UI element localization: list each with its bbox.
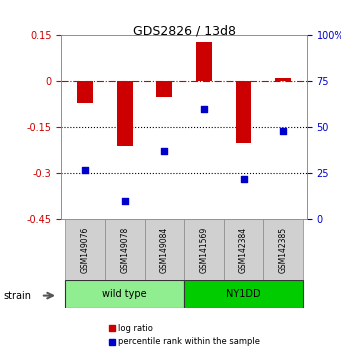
Text: GSM142384: GSM142384	[239, 227, 248, 273]
FancyBboxPatch shape	[184, 219, 224, 280]
Text: GSM149084: GSM149084	[160, 227, 169, 273]
FancyBboxPatch shape	[263, 219, 303, 280]
Point	[122, 198, 128, 204]
Text: GDS2826 / 13d8: GDS2826 / 13d8	[133, 25, 236, 38]
Text: GSM142385: GSM142385	[279, 227, 288, 273]
FancyBboxPatch shape	[224, 219, 263, 280]
Point	[280, 128, 286, 134]
Text: GSM149078: GSM149078	[120, 227, 129, 273]
Point	[83, 167, 88, 173]
Bar	[77, 81, 93, 103]
Point	[162, 149, 167, 154]
Text: strain: strain	[3, 291, 31, 301]
Text: wild type: wild type	[102, 289, 147, 299]
FancyBboxPatch shape	[145, 219, 184, 280]
FancyBboxPatch shape	[184, 280, 303, 308]
Text: NY1DD: NY1DD	[226, 289, 261, 299]
FancyBboxPatch shape	[65, 280, 184, 308]
Point	[201, 106, 207, 112]
Point	[241, 176, 246, 182]
Legend: log ratio, percentile rank within the sample: log ratio, percentile rank within the sa…	[105, 321, 263, 350]
Bar	[117, 81, 133, 146]
FancyBboxPatch shape	[105, 219, 145, 280]
Text: GSM141569: GSM141569	[199, 227, 208, 273]
FancyBboxPatch shape	[65, 219, 105, 280]
Bar	[236, 81, 251, 143]
Bar	[275, 78, 291, 81]
Text: GSM149076: GSM149076	[80, 226, 90, 273]
Bar	[196, 41, 212, 81]
Bar	[157, 81, 172, 97]
